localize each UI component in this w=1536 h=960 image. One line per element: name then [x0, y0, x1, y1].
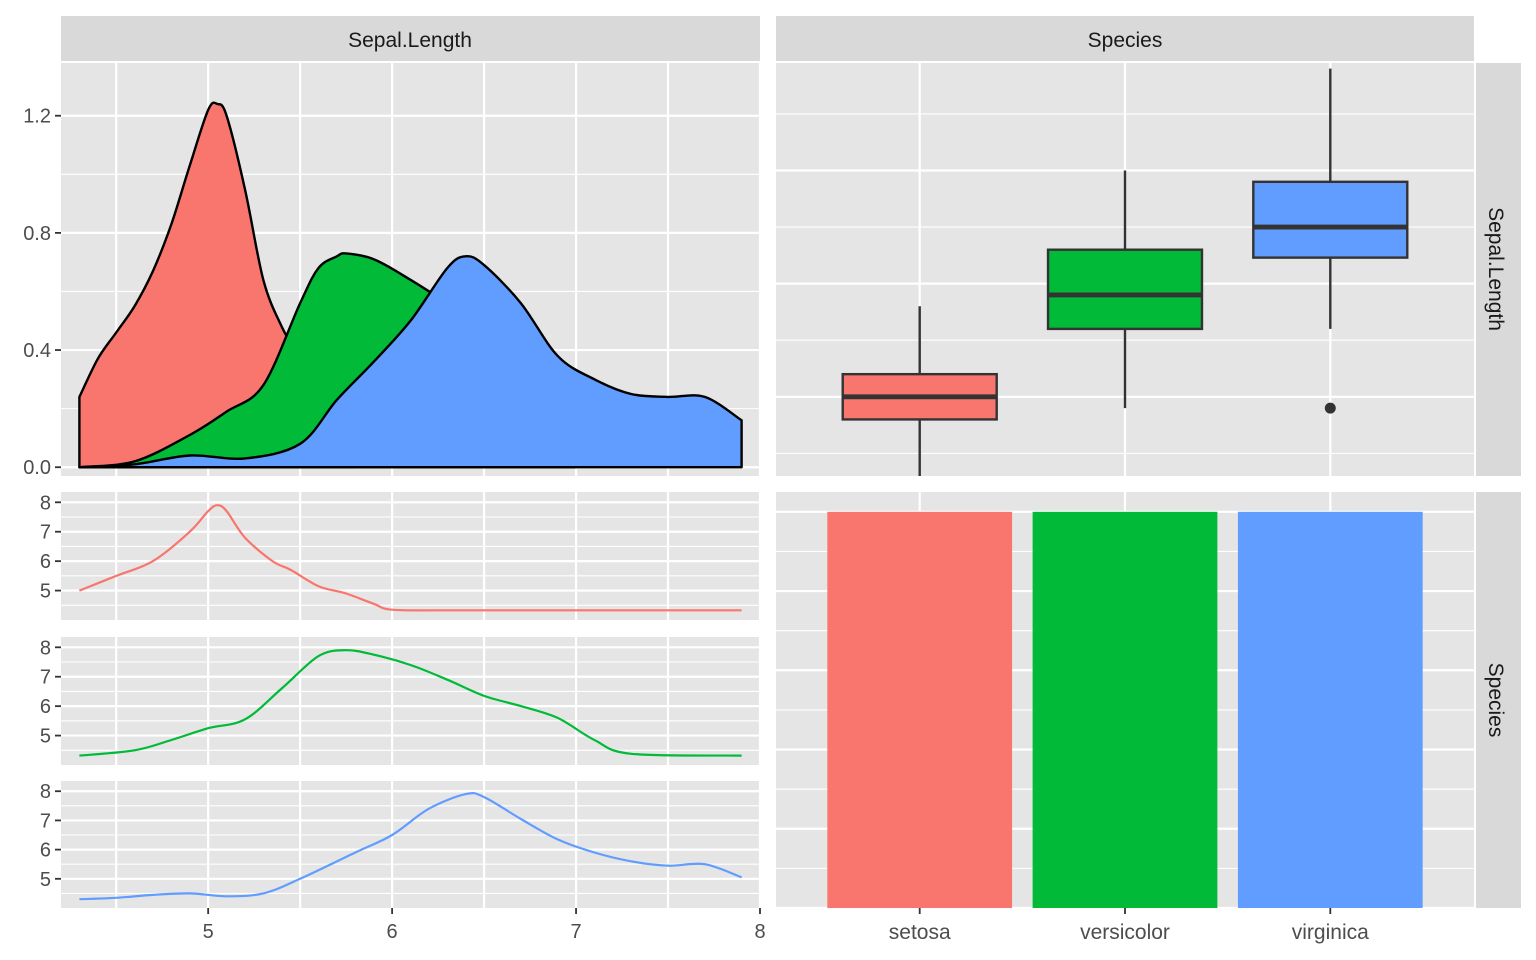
strip-label-row-sepal-length: Sepal.Length [1484, 207, 1507, 331]
x-tick-label: 5 [203, 921, 214, 943]
y-tick-label: 1.2 [23, 106, 51, 128]
panel-background [61, 781, 760, 908]
y-tick-label: 7 [40, 810, 51, 832]
panel-background [61, 492, 760, 620]
bar-setosa [827, 511, 1013, 908]
strip-label-species: Species [1088, 29, 1163, 52]
strip-top-left [61, 16, 760, 61]
y-tick-label: 7 [40, 522, 51, 544]
strip-right-bottom [1476, 492, 1521, 908]
facet-virginica: 5 6 7 8 [40, 781, 762, 908]
y-tick-label: 0.8 [23, 223, 51, 245]
density-area-virginica [78, 255, 743, 469]
x-tick-label: 6 [387, 921, 398, 943]
y-tick-label: 6 [40, 840, 51, 862]
strip-right-top [1476, 63, 1521, 476]
strip-top-right [776, 16, 1474, 61]
y-tick-label: 5 [40, 581, 51, 603]
facet-setosa: 5 6 7 8 [40, 492, 762, 620]
x-category-label: setosa [889, 921, 951, 944]
bar-virginica [1237, 511, 1423, 908]
y-tick-label: 5 [40, 726, 51, 748]
outlier-point-virginica [1324, 402, 1336, 414]
density-line-setosa [78, 504, 742, 612]
y-tick-label: 8 [40, 781, 51, 803]
y-tick-label: 0.4 [23, 340, 51, 362]
panel-species-count-bars: setosa versicolor virginica [776, 492, 1474, 944]
y-tick-label: 8 [40, 637, 51, 659]
facet-versicolor: 5 6 7 8 [40, 637, 762, 765]
x-category-label: versicolor [1080, 921, 1170, 944]
x-tick-label: 7 [570, 921, 581, 943]
panel-background [61, 637, 760, 765]
y-tick-label: 5 [40, 869, 51, 891]
y-tick-label: 6 [40, 696, 51, 718]
density-line-versicolor [79, 649, 742, 757]
y-tick-label: 7 [40, 667, 51, 689]
strip-label-sepal-length: Sepal.Length [348, 29, 472, 52]
y-tick-label: 0.0 [23, 457, 51, 479]
panel-sepal-length-by-species-density-lines: 5 6 7 8 5 6 7 8 5 6 7 8 5 6 7 8 [40, 492, 766, 943]
density-line-virginica [79, 792, 742, 901]
y-tick-label: 6 [40, 551, 51, 573]
box-virginica [1252, 180, 1409, 259]
box-versicolor [1046, 248, 1204, 331]
y-tick-label: 8 [40, 492, 51, 514]
bar-versicolor [1032, 511, 1218, 908]
x-tick-label: 8 [754, 921, 765, 943]
panel-sepal-length-density: 0.0 0.4 0.8 1.2 [23, 63, 762, 479]
strip-label-row-species: Species [1484, 663, 1507, 738]
panel-sepal-length-by-species-boxplot [776, 63, 1474, 476]
x-category-label: virginica [1292, 921, 1369, 944]
